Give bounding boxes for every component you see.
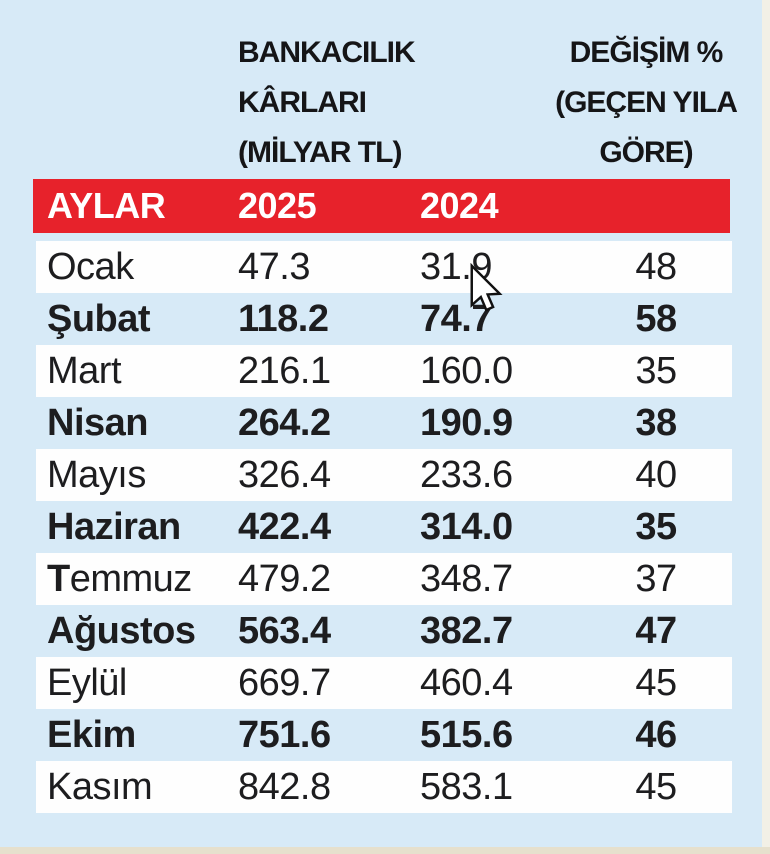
header-cell-2025: 2025 — [238, 185, 317, 226]
value-2024-cell: 382.7 — [420, 610, 513, 652]
table-row-şubat: Şubat 118.2 74.7 58 — [36, 293, 732, 345]
value-2025-cell: 326.4 — [238, 454, 331, 496]
change-header-line1: DEĞİŞİM % — [569, 36, 724, 69]
month-cell: Mayıs — [47, 454, 146, 496]
value-2024-cell: 190.9 — [420, 402, 513, 444]
change-column-header: DEĞİŞİM % (GEÇEN YILA GÖRE) — [531, 28, 761, 178]
profits-column-header: BANKACILIK KÂRLARI (MİLYAR TL) — [238, 28, 538, 178]
change-percent-cell: 48 — [635, 246, 677, 288]
table-row-mayıs: Mayıs 326.4 233.6 40 — [36, 449, 732, 501]
value-2024-cell: 314.0 — [420, 506, 513, 548]
table-row-haziran: Haziran 422.4 314.0 35 — [36, 501, 732, 553]
table-row-eylül: Eylül 669.7 460.4 45 — [36, 657, 732, 709]
header-cell-2024: 2024 — [420, 185, 499, 226]
value-2024-cell: 233.6 — [420, 454, 513, 496]
value-2025-cell: 479.2 — [238, 558, 331, 600]
month-cell: Temmuz — [47, 558, 192, 600]
value-2024-cell: 74.7 — [420, 298, 492, 340]
bottom-edge-strip — [0, 847, 770, 854]
change-percent-cell: 35 — [635, 350, 677, 392]
change-percent-cell: 47 — [635, 610, 677, 652]
month-cell: Kasım — [47, 766, 153, 808]
table-header-row: AYLAR 2025 2024 — [33, 179, 730, 233]
value-2025-cell: 216.1 — [238, 350, 331, 392]
change-percent-cell: 40 — [635, 454, 677, 496]
month-cell: Ekim — [47, 714, 136, 756]
month-cell: Haziran — [47, 506, 181, 548]
change-percent-cell: 38 — [635, 402, 677, 444]
table-row-ocak: Ocak 47.3 31.9 48 — [36, 241, 732, 293]
value-2025-cell: 422.4 — [238, 506, 331, 548]
right-edge-strip — [762, 0, 770, 854]
value-2025-cell: 669.7 — [238, 662, 331, 704]
value-2024-cell: 583.1 — [420, 766, 513, 808]
profits-header-line1: BANKACILIK KÂRLARI — [238, 36, 416, 119]
change-header-line2: (GEÇEN YILA — [555, 86, 738, 119]
change-percent-cell: 35 — [635, 506, 677, 548]
value-2025-cell: 47.3 — [238, 246, 310, 288]
table-row-mart: Mart 216.1 160.0 35 — [36, 345, 732, 397]
table-body: Ocak 47.3 31.9 48 Şubat 118.2 74.7 58 Mart 216.1 1… — [36, 241, 732, 813]
value-2024-cell: 160.0 — [420, 350, 513, 392]
value-2025-cell: 751.6 — [238, 714, 331, 756]
change-percent-cell: 45 — [635, 766, 677, 808]
value-2025-cell: 264.2 — [238, 402, 331, 444]
value-2024-cell: 515.6 — [420, 714, 513, 756]
value-2024-cell: 460.4 — [420, 662, 513, 704]
month-cell: Mart — [47, 350, 122, 392]
value-2024-cell: 348.7 — [420, 558, 513, 600]
month-cell: Ocak — [47, 246, 134, 288]
change-percent-cell: 45 — [635, 662, 677, 704]
month-cell: Ağustos — [47, 610, 196, 652]
month-cell: Eylül — [47, 662, 127, 704]
profits-header-line2: (MİLYAR TL) — [238, 136, 402, 169]
header-cell-months: AYLAR — [47, 185, 166, 226]
table-row-temmuz: Temmuz 479.2 348.7 37 — [36, 553, 732, 605]
month-cell: Şubat — [47, 298, 151, 340]
table-row-kasım: Kasım 842.8 583.1 45 — [36, 761, 732, 813]
table-row-ağustos: Ağustos 563.4 382.7 47 — [36, 605, 732, 657]
change-percent-cell: 37 — [635, 558, 677, 600]
mouse-cursor-icon — [470, 263, 503, 312]
change-percent-cell: 58 — [635, 298, 677, 340]
change-header-line3: GÖRE) — [599, 136, 693, 169]
month-cell: Nisan — [47, 402, 148, 444]
value-2025-cell: 563.4 — [238, 610, 331, 652]
change-percent-cell: 46 — [635, 714, 677, 756]
value-2025-cell: 842.8 — [238, 766, 331, 808]
table-row-nisan: Nisan 264.2 190.9 38 — [36, 397, 732, 449]
table-row-ekim: Ekim 751.6 515.6 46 — [36, 709, 732, 761]
value-2025-cell: 118.2 — [238, 298, 329, 340]
